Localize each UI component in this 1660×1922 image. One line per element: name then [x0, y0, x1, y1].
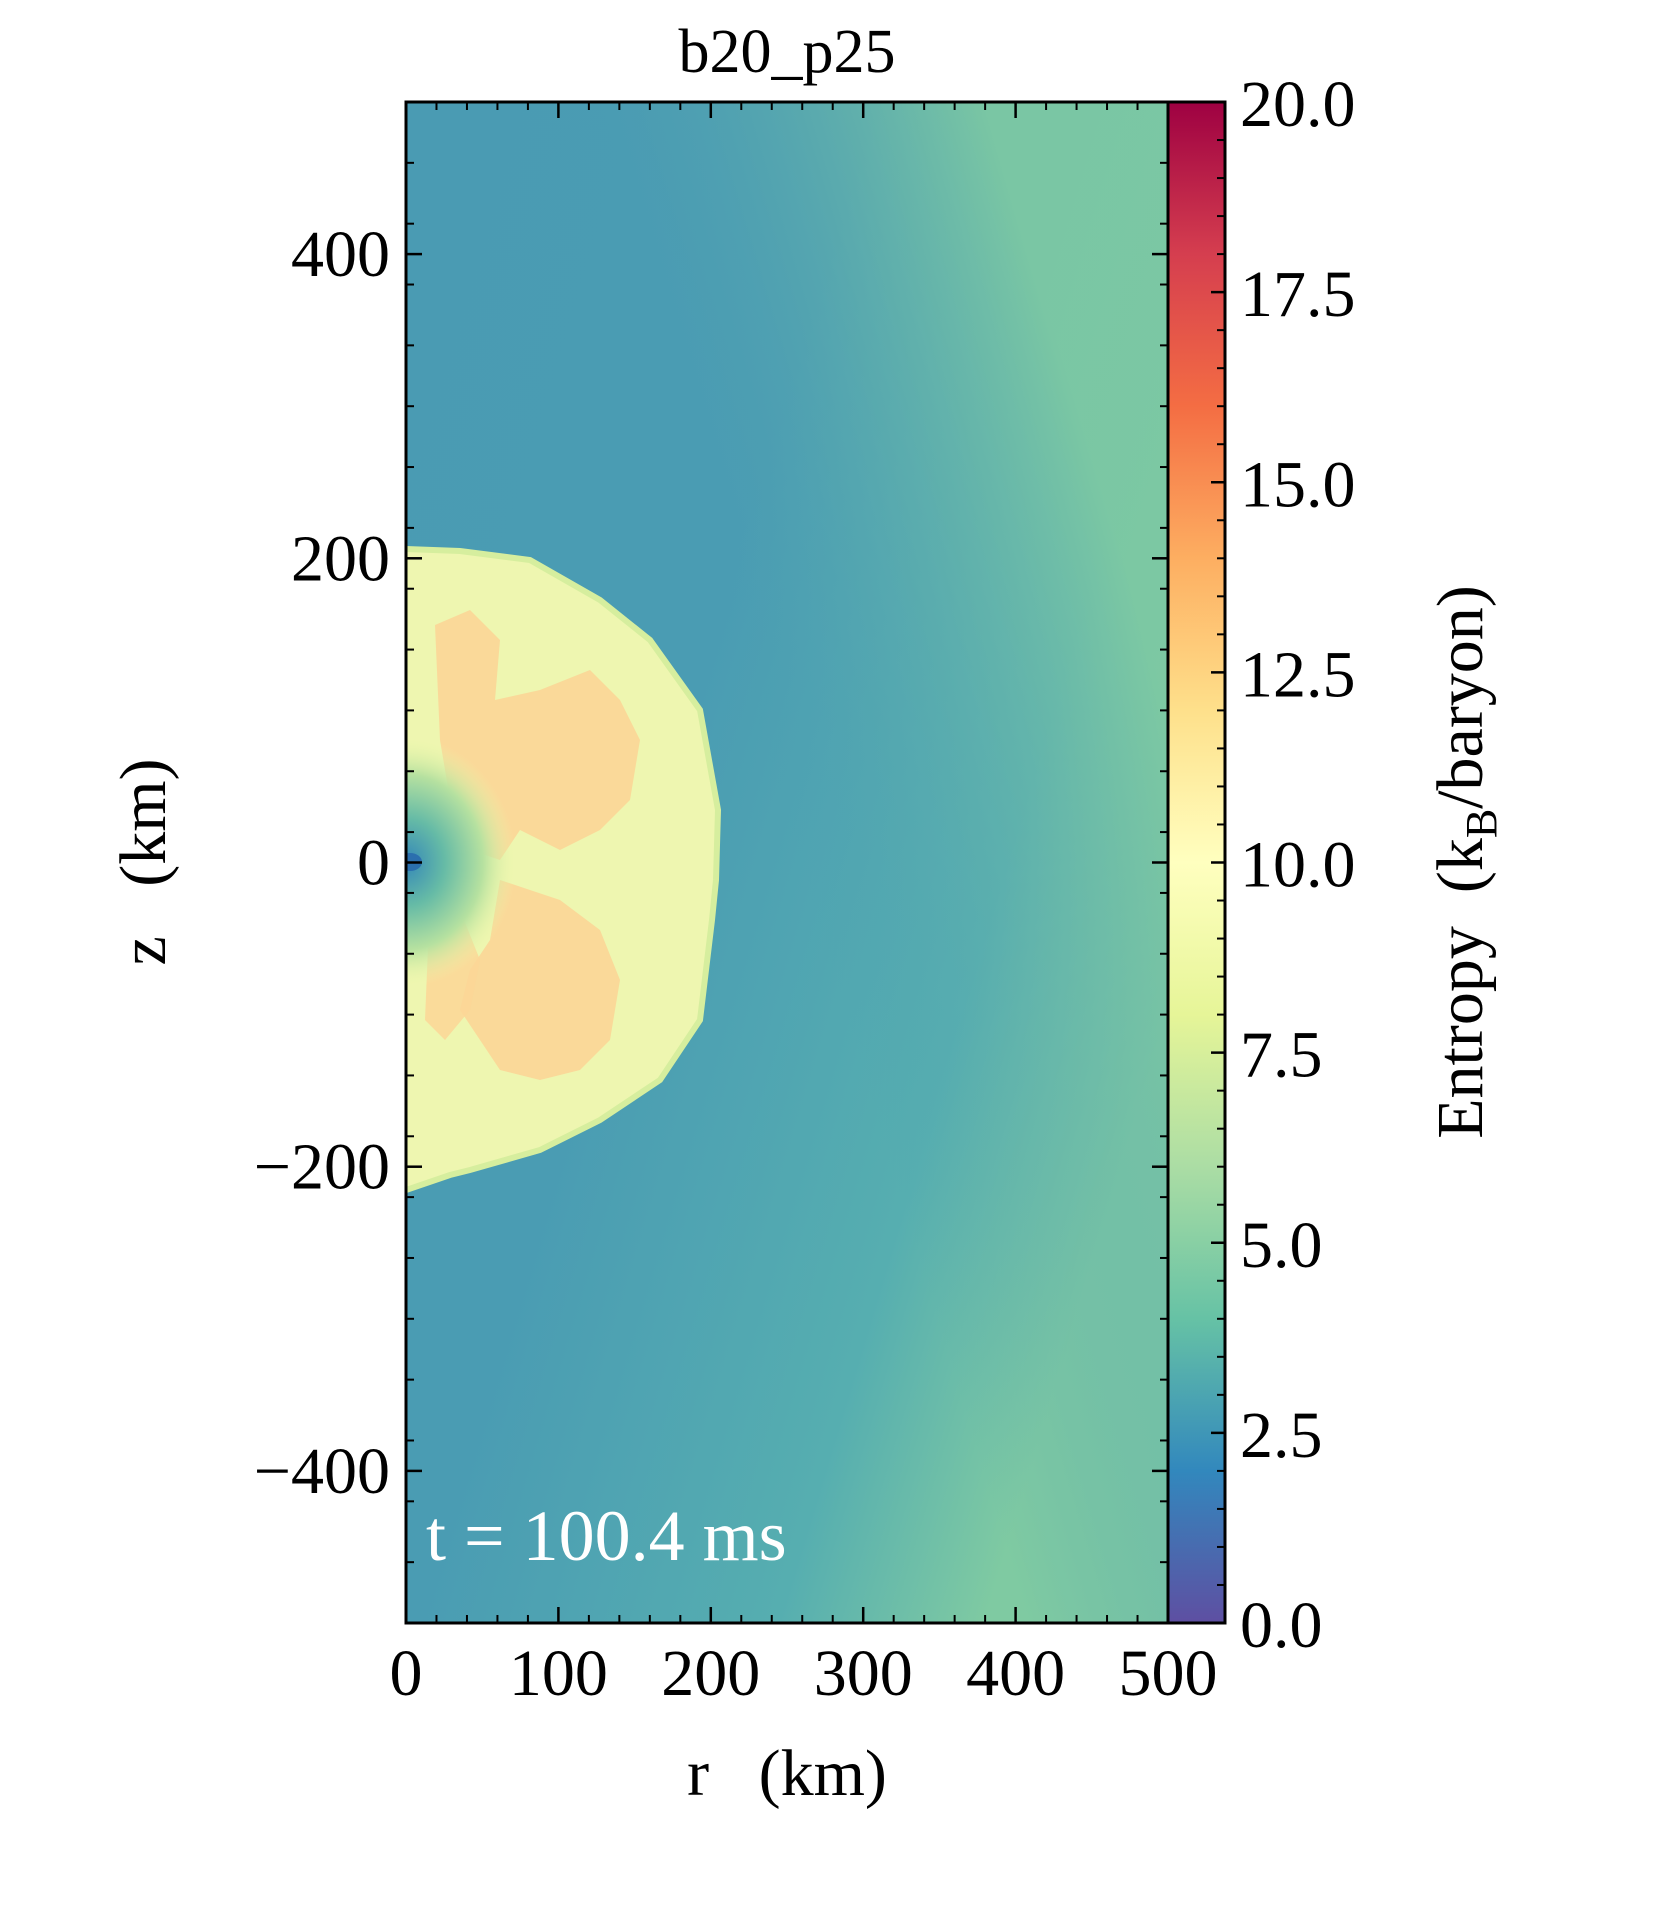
hot-plume-south	[460, 880, 620, 1080]
colorbar-tick-label: 0.0	[1240, 1589, 1323, 1662]
colorbar-label: Entropy (kB/baryon)	[1424, 585, 1506, 1139]
y-tick-label: −200	[254, 1131, 390, 1204]
x-tick-label: 300	[814, 1637, 913, 1710]
x-tick-label: 400	[966, 1637, 1065, 1710]
colorbar-ticks: 0.0 2.5 5.0 7.5 10.0 12.5 15.0 17.5 20.0	[1211, 68, 1356, 1662]
colorbar-tick-label: 20.0	[1240, 68, 1356, 141]
time-annotation: t = 100.4 ms	[426, 1496, 787, 1576]
x-tick-label: 100	[509, 1637, 608, 1710]
colorbar-tick-label: 17.5	[1240, 258, 1356, 331]
colorbar-tick-label: 15.0	[1240, 448, 1356, 521]
colorbar-tick-label: 7.5	[1240, 1019, 1323, 1092]
x-tick-label: 0	[390, 1637, 423, 1710]
colorbar-tick-label: 10.0	[1240, 829, 1356, 902]
colorbar-label-tail: /baryon)	[1424, 585, 1497, 809]
y-tick-label: 0	[357, 827, 390, 900]
colorbar-label-main: Entropy (k	[1424, 838, 1497, 1139]
shock-front-edge	[406, 546, 722, 1193]
y-axis-ticks: −400 −200 0 200 400	[254, 101, 1168, 1624]
heatmap-field	[406, 102, 1168, 1623]
y-axis-label: z (km)	[107, 758, 180, 965]
colorbar-tick-label: 2.5	[1240, 1399, 1323, 1472]
y-tick-label: 200	[291, 522, 390, 595]
colorbar-tick-label: 12.5	[1240, 638, 1356, 711]
chart-title: b20_p25	[679, 18, 896, 86]
x-axis-label: r (km)	[687, 1737, 887, 1810]
y-tick-label: −400	[254, 1435, 390, 1508]
y-tick-label: 400	[291, 218, 390, 291]
inner-core	[406, 737, 516, 987]
x-axis-ticks: 0 100 200 300 400 500	[390, 102, 1218, 1710]
x-tick-label: 200	[661, 1637, 760, 1710]
colorbar-label-subscript: B	[1457, 809, 1506, 838]
colorbar-tick-label: 5.0	[1240, 1209, 1323, 1282]
x-tick-label: 500	[1119, 1637, 1218, 1710]
